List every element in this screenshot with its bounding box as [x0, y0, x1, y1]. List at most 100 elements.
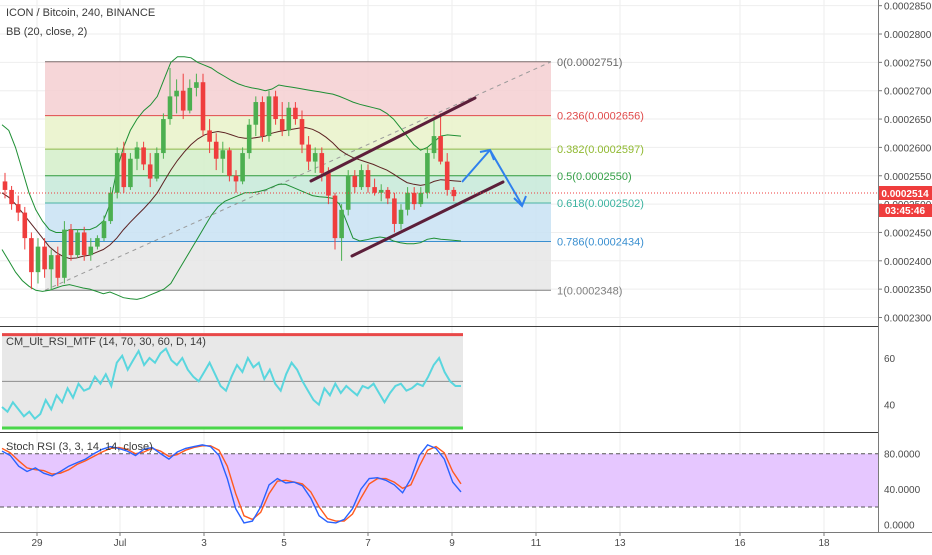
candle-down[interactable]: [319, 153, 325, 173]
fib-level-label: 0(0.0002751): [557, 57, 622, 69]
candle-up[interactable]: [312, 153, 318, 162]
candle-up[interactable]: [431, 136, 437, 154]
candle-up[interactable]: [220, 150, 226, 159]
stoch-axis-label: 0.0000: [884, 521, 915, 532]
candle-up[interactable]: [154, 153, 160, 179]
stoch-d-line: [1, 445, 462, 522]
bb-upper-band: [1, 56, 462, 233]
candle-down[interactable]: [352, 175, 358, 188]
candle-up[interactable]: [240, 153, 245, 182]
candle-up[interactable]: [418, 192, 424, 205]
candle-down[interactable]: [273, 96, 278, 120]
candle-up[interactable]: [75, 232, 80, 256]
candle-down[interactable]: [15, 204, 21, 213]
candle-down[interactable]: [2, 181, 8, 190]
fib-level-label: 0.382(0.0002597): [557, 144, 644, 156]
candle-down[interactable]: [411, 192, 417, 205]
symbol-title[interactable]: ICON / Bitcoin, 240, BINANCE: [6, 7, 155, 19]
candle-up[interactable]: [339, 209, 344, 239]
candle-down[interactable]: [42, 246, 47, 270]
candle-down[interactable]: [233, 175, 239, 182]
candle-down[interactable]: [385, 189, 391, 199]
candle-up[interactable]: [359, 170, 364, 188]
time-axis-label: 9: [449, 538, 455, 549]
candle-up[interactable]: [286, 107, 292, 131]
price-axis[interactable]: 0.0002300 0.0002350 0.0002400 0.0002450 0.00…: [878, 2, 932, 532]
candle-up[interactable]: [48, 255, 54, 270]
price-axis-label: 0.0002400: [884, 257, 932, 268]
stoch-rsi-pane: [0, 444, 878, 524]
bar-countdown: 03:45:46: [885, 206, 925, 217]
candle-up[interactable]: [95, 238, 100, 247]
price-axis-label: 0.0002700: [884, 87, 932, 98]
candle-down[interactable]: [392, 198, 397, 224]
candle-down[interactable]: [332, 195, 338, 239]
candle-down[interactable]: [365, 170, 371, 188]
price-axis-label: 0.0002350: [884, 285, 932, 296]
candle-down[interactable]: [141, 147, 146, 165]
candle-up[interactable]: [114, 153, 120, 193]
fib-zone: [45, 202, 551, 242]
time-axis-label: 11: [531, 538, 542, 549]
candle-down[interactable]: [444, 161, 450, 190]
candle-up[interactable]: [405, 192, 410, 210]
candle-down[interactable]: [372, 187, 377, 193]
stoch-indicator-label[interactable]: Stoch RSI (3, 3, 14, 14, close): [6, 441, 153, 453]
fib-level-label: 1(0.0002348): [557, 285, 622, 297]
candle-up[interactable]: [174, 90, 179, 97]
candle-up[interactable]: [246, 124, 252, 154]
candle-up[interactable]: [398, 209, 404, 224]
last-price-tag: [879, 186, 932, 200]
candle-up[interactable]: [167, 96, 173, 120]
channel-lower-trendline[interactable]: [350, 180, 505, 258]
candle-up[interactable]: [425, 153, 430, 193]
candle-down[interactable]: [227, 150, 232, 176]
rsi-pane: [1, 333, 463, 430]
candle-up[interactable]: [187, 87, 193, 111]
candle-up[interactable]: [378, 189, 384, 193]
candle-down[interactable]: [68, 229, 74, 256]
candle-up[interactable]: [161, 119, 166, 154]
candle-down[interactable]: [279, 119, 285, 131]
candle-down[interactable]: [81, 232, 87, 256]
candle-up[interactable]: [101, 221, 107, 239]
rsi-indicator-label[interactable]: CM_Ult_RSI_MTF (14, 70, 30, 60, D, 14): [6, 336, 206, 348]
candle-up[interactable]: [62, 229, 67, 278]
candle-up[interactable]: [128, 158, 133, 188]
candle-down[interactable]: [326, 172, 331, 196]
candle-up[interactable]: [134, 147, 140, 159]
drawing-tools[interactable]: [309, 96, 527, 258]
candle-down[interactable]: [207, 130, 212, 142]
time-axis-label: Jul: [114, 538, 127, 549]
candle-down[interactable]: [121, 153, 127, 188]
time-axis[interactable]: 29 Jul 3 5 7 9 11 13 16 18: [31, 532, 830, 549]
candle-down[interactable]: [29, 238, 34, 273]
candle-down[interactable]: [260, 102, 265, 137]
fib-level-label: 0.5(0.0002550): [557, 171, 632, 183]
candle-down[interactable]: [147, 164, 153, 179]
candle-up[interactable]: [35, 246, 41, 273]
candle-up[interactable]: [88, 246, 94, 256]
candle-down[interactable]: [438, 136, 443, 162]
candle-up[interactable]: [108, 192, 113, 222]
candle-down[interactable]: [293, 107, 298, 120]
candle-down[interactable]: [213, 141, 219, 159]
bb-indicator-label[interactable]: BB (20, close, 2): [6, 26, 87, 38]
candle-down[interactable]: [299, 119, 305, 145]
candle-up[interactable]: [253, 102, 259, 125]
candle-down[interactable]: [9, 189, 14, 205]
price-axis-label: 0.0002600: [884, 143, 932, 154]
candle-down[interactable]: [200, 82, 206, 131]
fib-level-label: 0.236(0.0002656): [557, 111, 644, 123]
candle-down[interactable]: [22, 212, 28, 239]
channel-upper-trendline[interactable]: [309, 96, 477, 183]
stoch-band-fill: [0, 453, 878, 507]
time-axis-label: 29: [31, 538, 43, 549]
candle-down[interactable]: [55, 255, 61, 278]
candle-up[interactable]: [194, 82, 199, 88]
candle-down[interactable]: [180, 90, 186, 111]
candle-down[interactable]: [306, 144, 311, 162]
candle-up[interactable]: [266, 96, 272, 137]
candlestick-series[interactable]: [2, 68, 457, 291]
